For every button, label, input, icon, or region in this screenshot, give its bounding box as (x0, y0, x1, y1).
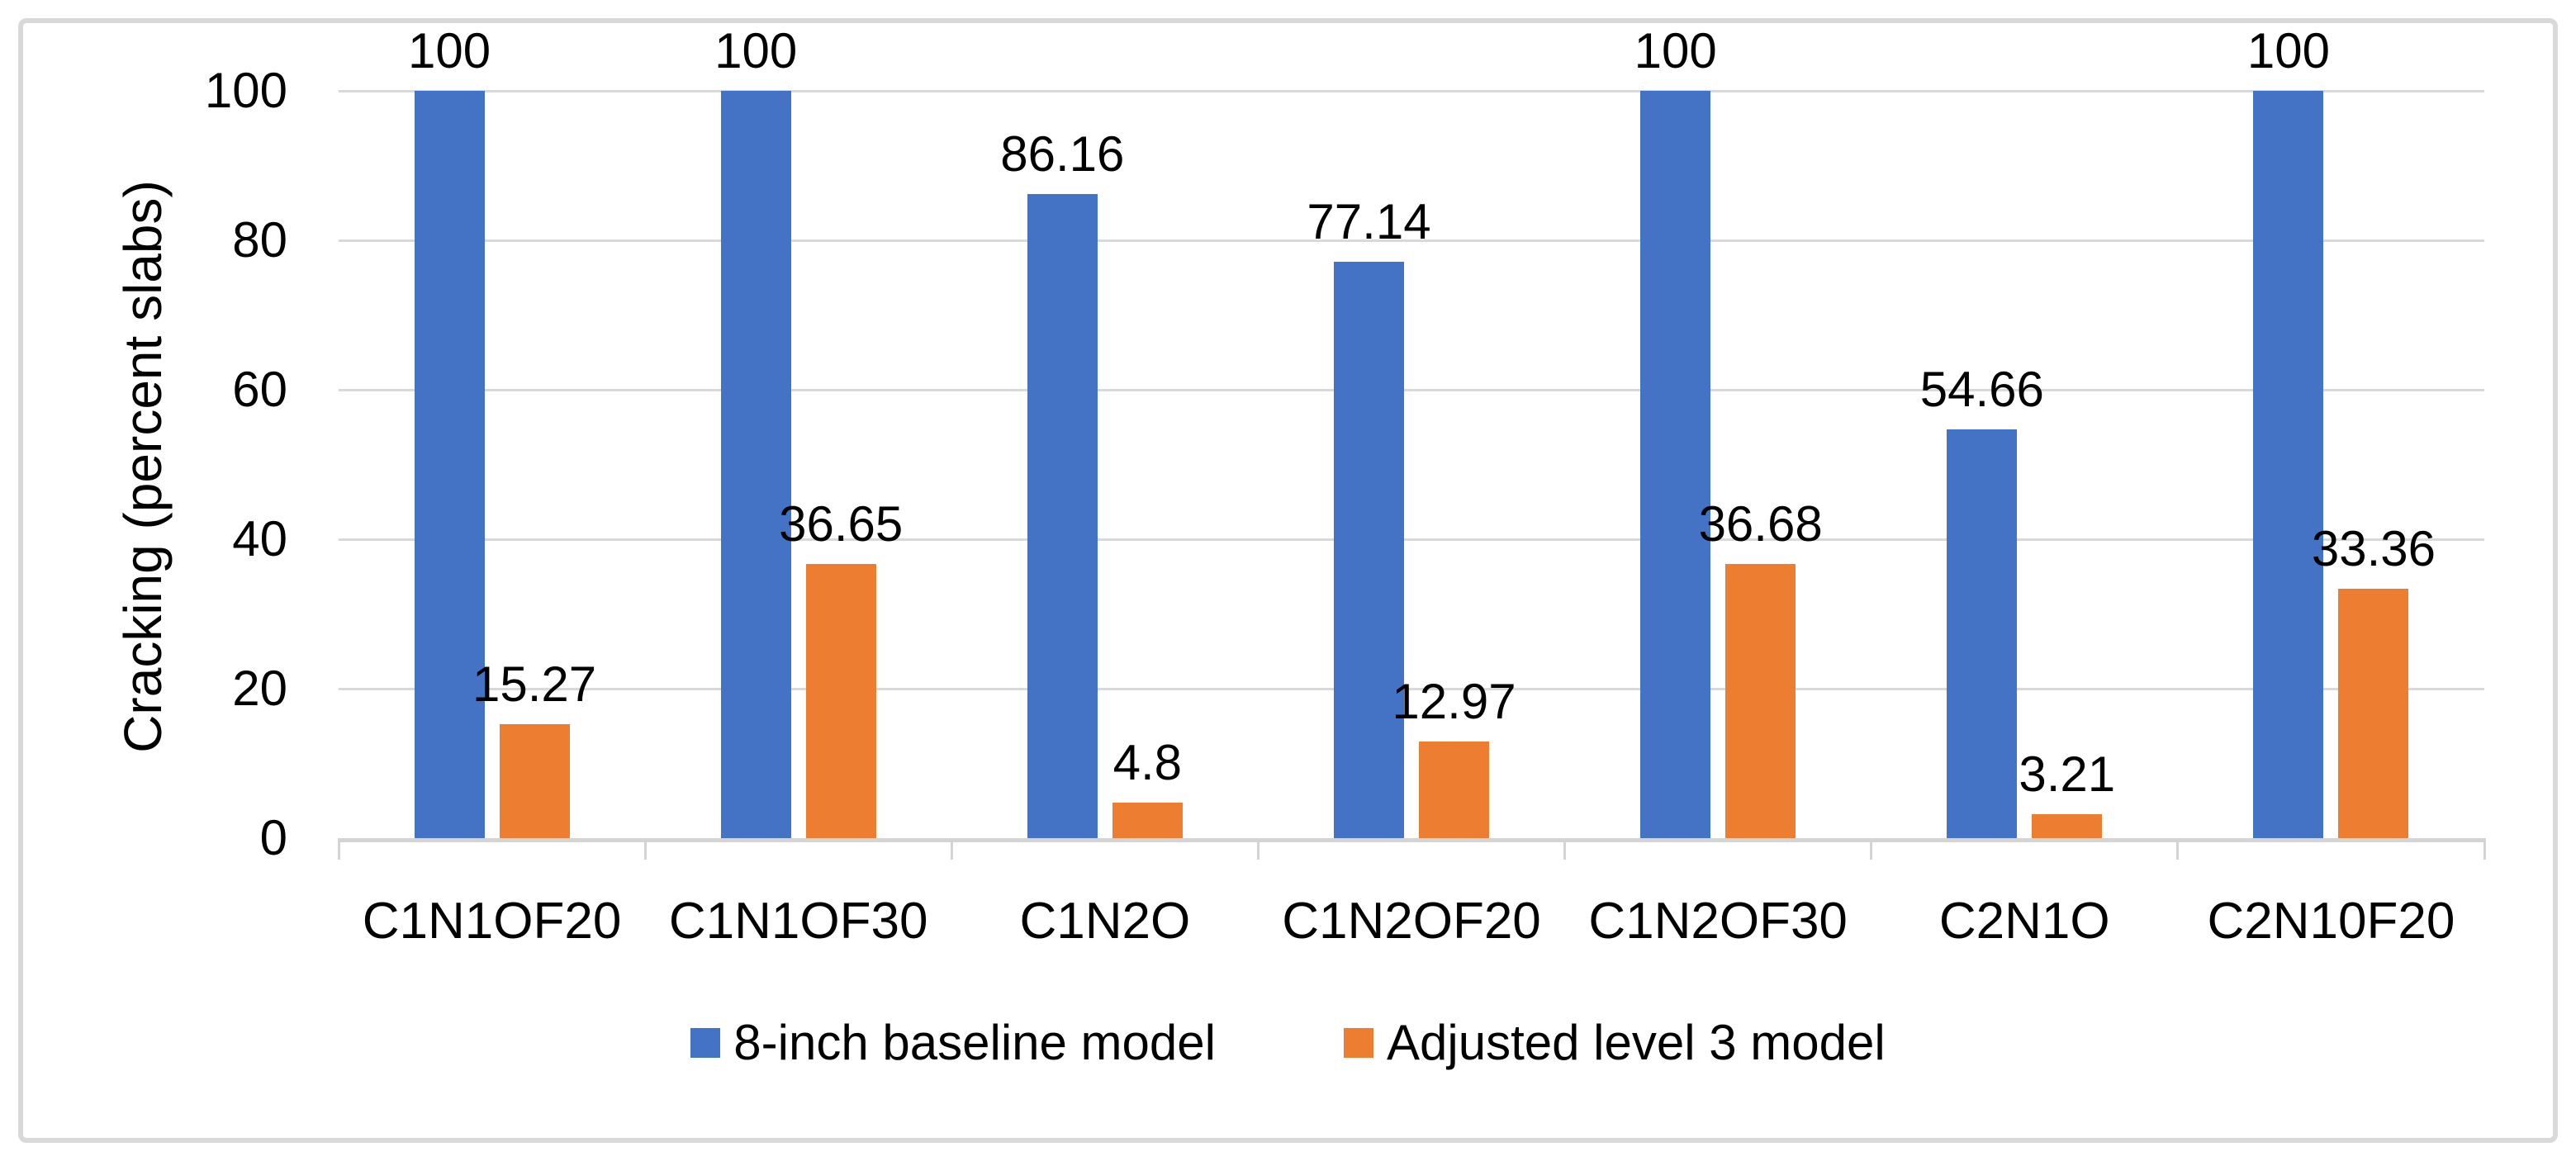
plot-area: 100 15.27 100 36.65 86.16 4.8 77.14 12.97 100 36.… (337, 24, 2486, 860)
category-label: C1N1OF20 (362, 893, 622, 950)
data-label: 77.14 (1307, 194, 1431, 249)
y-tick-label: 80 (232, 212, 287, 268)
y-tick-label: 40 (232, 511, 287, 566)
category-label: C1N1OF30 (668, 893, 928, 950)
category-label: C2N10F20 (2207, 893, 2455, 950)
x-axis-tick (2483, 838, 2486, 860)
data-label: 15.27 (472, 656, 597, 712)
data-label: 86.16 (1000, 126, 1125, 182)
y-tick-label: 0 (259, 810, 287, 865)
x-axis-line (339, 838, 2484, 842)
data-label: 36.68 (1698, 496, 1823, 552)
y-tick-label: 60 (232, 362, 287, 417)
bar-baseline-C1N2OF20 (1334, 262, 1404, 838)
chart-legend: 8-inch baseline model Adjusted level 3 mo… (0, 1014, 2576, 1072)
legend-item: Adjusted level 3 model (1343, 1014, 1886, 1072)
category-label: C2N1O (1938, 893, 2110, 950)
x-axis-tick (1256, 838, 1260, 860)
data-label: 36.65 (779, 496, 904, 552)
x-axis-tick (1870, 838, 1873, 860)
gridline-y-80 (339, 239, 2484, 242)
data-label: 3.21 (2019, 746, 2116, 802)
y-tick-label: 100 (204, 63, 287, 118)
category-label: C1N2O (1019, 893, 1191, 950)
legend-label: 8-inch baseline model (733, 1015, 1216, 1070)
category-label: C1N2OF20 (1282, 893, 1541, 950)
data-label: 100 (1634, 23, 1717, 78)
bar-adjusted-C1N1OF20 (499, 724, 570, 838)
x-axis-tick (1563, 838, 1567, 860)
gridline-y-20 (339, 687, 2484, 690)
data-label: 54.66 (1919, 362, 2044, 417)
category-label: C1N2OF30 (1588, 893, 1848, 950)
x-axis-tick (2176, 838, 2180, 860)
bar-adjusted-C1N1OF30 (805, 564, 876, 838)
data-label: 100 (714, 23, 798, 78)
bar-adjusted-C1N2OF30 (1725, 564, 1796, 838)
data-label: 100 (408, 23, 491, 78)
x-axis-tick (337, 838, 340, 860)
bar-baseline-C1N1OF30 (720, 91, 791, 838)
bar-baseline-C1N2OF30 (1640, 91, 1711, 838)
y-tick-label: 20 (232, 661, 287, 716)
data-label: 33.36 (2311, 521, 2436, 576)
x-axis-tick (950, 838, 953, 860)
bar-baseline-C1N2O (1027, 194, 1098, 838)
bar-baseline-C2N1O (1947, 429, 2018, 838)
gridline-y-40 (339, 538, 2484, 541)
bar-adjusted-C1N2OF20 (1419, 742, 1489, 838)
legend-label: Adjusted level 3 model (1386, 1015, 1886, 1070)
bar-adjusted-C2N10F20 (2338, 589, 2409, 838)
legend-swatch-icon (1343, 1028, 1373, 1058)
bar-adjusted-C2N1O (2032, 814, 2103, 838)
gridline-y-60 (339, 388, 2484, 391)
bar-baseline-C2N10F20 (2253, 91, 2324, 838)
bar-adjusted-C1N2O (1112, 803, 1183, 838)
data-label: 4.8 (1112, 735, 1183, 790)
x-axis-tick (643, 838, 647, 860)
legend-item: 8-inch baseline model (690, 1014, 1216, 1072)
legend-swatch-icon (690, 1028, 721, 1058)
gridline-y-100 (339, 89, 2484, 92)
bar-baseline-C1N1OF20 (414, 91, 485, 838)
data-label: 12.97 (1392, 674, 1516, 729)
data-label: 100 (2246, 23, 2330, 78)
